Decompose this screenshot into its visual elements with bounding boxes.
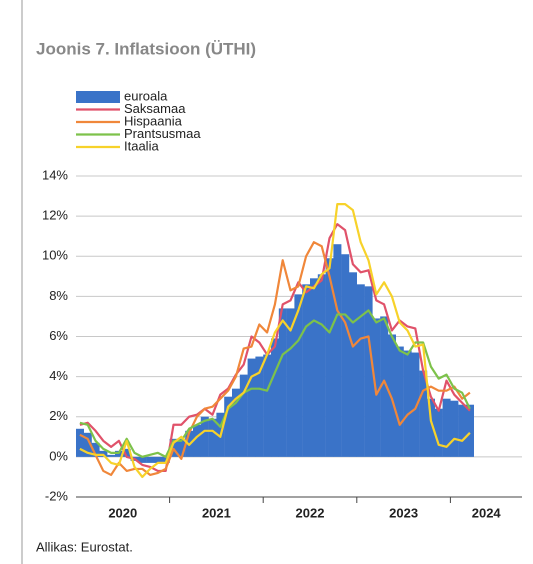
x-tick-label: 2024 (472, 505, 502, 520)
bar (193, 424, 201, 457)
bar (83, 432, 92, 457)
bar (76, 428, 84, 457)
bar (356, 284, 365, 457)
y-tick-label: 4% (49, 368, 68, 383)
bar (239, 374, 248, 457)
bar (349, 272, 357, 457)
bar (302, 284, 311, 457)
line (79, 223, 471, 473)
bar (419, 370, 428, 457)
y-tick-label: -2% (45, 488, 69, 503)
x-tick-label: 2022 (296, 505, 325, 520)
bar (255, 356, 264, 457)
bar (434, 408, 443, 457)
bar (138, 456, 147, 463)
bar (232, 388, 240, 457)
bar (325, 258, 334, 457)
bar (294, 294, 303, 457)
bar (91, 442, 100, 457)
y-tick-label: 2% (49, 408, 68, 423)
legend-label: euroala (124, 88, 168, 103)
bar (388, 334, 396, 457)
y-tick-label: 0% (49, 448, 68, 463)
bar (380, 316, 389, 457)
bar (466, 404, 474, 457)
x-tick-label: 2021 (202, 505, 231, 520)
bar (146, 456, 155, 463)
y-tick-label: 8% (49, 288, 68, 303)
bar (224, 396, 233, 457)
legend-label: Hispaania (124, 113, 183, 128)
bar (458, 404, 467, 457)
bar (200, 416, 209, 457)
bar (450, 400, 459, 457)
bar (107, 454, 116, 457)
source: Allikas: Eurostat. (36, 539, 133, 554)
y-tick-label: 14% (42, 167, 68, 182)
bar (154, 456, 162, 463)
y-tick-label: 6% (49, 328, 68, 343)
legend-label: Saksamaa (124, 101, 186, 116)
bar (122, 448, 131, 457)
bar (278, 308, 287, 457)
legend-label: Itaalia (124, 138, 159, 153)
bar (263, 354, 272, 457)
bar (177, 438, 186, 457)
line (79, 309, 471, 458)
line (79, 241, 471, 477)
line (79, 202, 471, 479)
bar (286, 308, 295, 457)
bar (317, 274, 326, 457)
bar (208, 418, 217, 457)
chart-title: Joonis 7. Inflatsioon (ÜTHI) (36, 39, 256, 58)
legend-label: Prantsusmaa (124, 126, 201, 141)
bar (310, 278, 318, 457)
bar (403, 350, 412, 457)
bar (364, 286, 373, 457)
y-tick-label: 10% (42, 248, 68, 263)
bar (333, 244, 342, 457)
bar (341, 254, 350, 457)
y-tick-label: 12% (42, 208, 68, 223)
legend-swatch (76, 91, 120, 103)
bar (411, 352, 420, 457)
bar (427, 398, 435, 457)
x-tick-label: 2023 (389, 505, 418, 520)
bar (271, 338, 279, 457)
x-tick-label: 2020 (108, 505, 137, 520)
bar (442, 398, 451, 457)
bar (247, 358, 256, 457)
bar (395, 346, 404, 457)
